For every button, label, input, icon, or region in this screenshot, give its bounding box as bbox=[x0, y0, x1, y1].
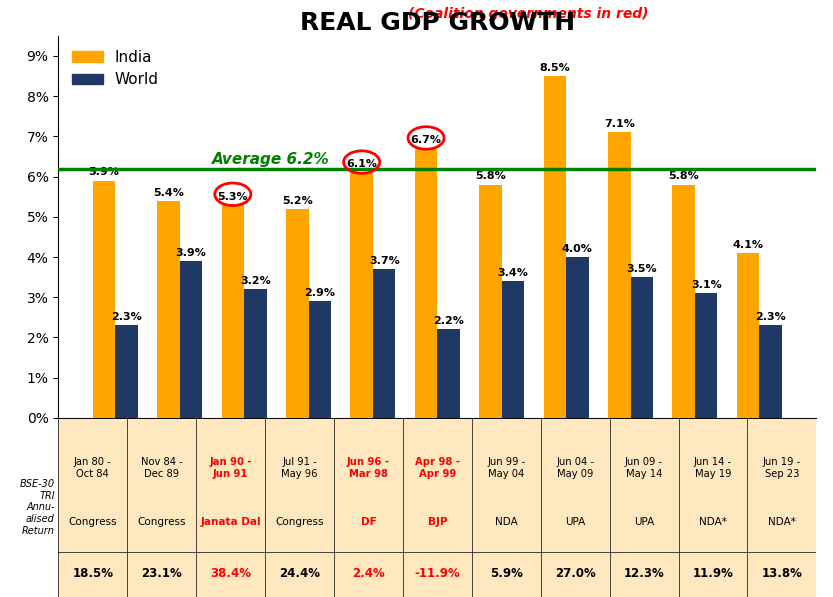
Text: 3.2%: 3.2% bbox=[240, 276, 271, 286]
Text: Nov 84 -
Dec 89: Nov 84 - Dec 89 bbox=[141, 457, 182, 479]
Text: BSE-30
TRI
Annu-
alised
Return: BSE-30 TRI Annu- alised Return bbox=[20, 479, 55, 536]
Bar bbox=[566, 257, 589, 418]
Bar bbox=[157, 201, 180, 418]
Text: Janata Dal: Janata Dal bbox=[200, 517, 261, 527]
Text: 5.2%: 5.2% bbox=[282, 196, 312, 205]
Text: DF: DF bbox=[361, 517, 377, 527]
Text: 5.4%: 5.4% bbox=[153, 187, 184, 198]
Text: Jul 91 -
May 96: Jul 91 - May 96 bbox=[282, 457, 317, 479]
Text: 5.9%: 5.9% bbox=[490, 567, 522, 580]
Text: 3.7%: 3.7% bbox=[369, 256, 400, 266]
Text: 8.5%: 8.5% bbox=[540, 63, 571, 73]
Bar bbox=[415, 149, 437, 418]
Text: Jun 09 -
May 14: Jun 09 - May 14 bbox=[625, 457, 663, 479]
Bar bbox=[672, 184, 695, 418]
Text: Jun 96 -
Mar 98: Jun 96 - Mar 98 bbox=[347, 457, 390, 479]
Bar bbox=[373, 269, 396, 418]
Bar bbox=[631, 277, 653, 418]
Text: 4.0%: 4.0% bbox=[562, 244, 593, 254]
Text: NDA: NDA bbox=[495, 517, 517, 527]
FancyBboxPatch shape bbox=[58, 418, 816, 597]
Text: NDA*: NDA* bbox=[768, 517, 796, 527]
Text: 4.1%: 4.1% bbox=[732, 240, 764, 250]
Bar bbox=[115, 325, 137, 418]
Text: 3.9%: 3.9% bbox=[176, 248, 207, 258]
Text: (Coalition governments in red): (Coalition governments in red) bbox=[408, 7, 649, 20]
Bar bbox=[608, 133, 631, 418]
Text: 5.9%: 5.9% bbox=[88, 167, 119, 177]
Text: 5.8%: 5.8% bbox=[475, 171, 506, 181]
Text: 5.8%: 5.8% bbox=[668, 171, 699, 181]
Text: 18.5%: 18.5% bbox=[72, 567, 113, 580]
Text: Jun 19 -
Sep 23: Jun 19 - Sep 23 bbox=[763, 457, 801, 479]
Bar bbox=[308, 301, 331, 418]
Text: 12.3%: 12.3% bbox=[624, 567, 665, 580]
Text: 3.1%: 3.1% bbox=[691, 280, 721, 290]
Legend: India, World: India, World bbox=[66, 44, 165, 93]
Text: NDA*: NDA* bbox=[699, 517, 727, 527]
Text: Congress: Congress bbox=[137, 517, 186, 527]
Text: Jun 04 -
May 09: Jun 04 - May 09 bbox=[556, 457, 594, 479]
Text: 2.3%: 2.3% bbox=[111, 312, 142, 322]
Text: 5.3%: 5.3% bbox=[217, 192, 248, 202]
Text: Jan 90 -
Jun 91: Jan 90 - Jun 91 bbox=[209, 457, 252, 479]
Text: UPA: UPA bbox=[565, 517, 586, 527]
Text: Jan 80 -
Oct 84: Jan 80 - Oct 84 bbox=[74, 457, 112, 479]
Bar bbox=[737, 253, 760, 418]
Text: Congress: Congress bbox=[68, 517, 117, 527]
Text: Jun 99 -
May 04: Jun 99 - May 04 bbox=[487, 457, 526, 479]
Bar bbox=[479, 184, 501, 418]
Text: BJP: BJP bbox=[427, 517, 447, 527]
Bar bbox=[92, 181, 115, 418]
Text: 11.9%: 11.9% bbox=[692, 567, 733, 580]
Text: Congress: Congress bbox=[275, 517, 324, 527]
Text: 2.9%: 2.9% bbox=[304, 288, 336, 298]
Bar bbox=[351, 173, 373, 418]
Bar bbox=[180, 261, 202, 418]
Text: 7.1%: 7.1% bbox=[604, 119, 635, 129]
Text: UPA: UPA bbox=[634, 517, 654, 527]
Text: 2.4%: 2.4% bbox=[352, 567, 385, 580]
Text: Average 6.2%: Average 6.2% bbox=[212, 152, 330, 167]
Text: 3.5%: 3.5% bbox=[626, 264, 657, 274]
Text: 24.4%: 24.4% bbox=[279, 567, 320, 580]
Bar bbox=[501, 281, 524, 418]
Text: Jun 14 -
May 19: Jun 14 - May 19 bbox=[694, 457, 732, 479]
Text: -11.9%: -11.9% bbox=[415, 567, 460, 580]
Text: 6.7%: 6.7% bbox=[411, 135, 441, 145]
Text: Apr 98 -
Apr 99: Apr 98 - Apr 99 bbox=[415, 457, 460, 479]
Bar bbox=[760, 325, 782, 418]
Text: 2.2%: 2.2% bbox=[433, 316, 464, 326]
Bar bbox=[244, 289, 267, 418]
Text: 6.1%: 6.1% bbox=[347, 159, 377, 170]
Bar bbox=[286, 209, 308, 418]
Text: 3.4%: 3.4% bbox=[497, 268, 528, 278]
Bar bbox=[544, 76, 566, 418]
Text: 38.4%: 38.4% bbox=[210, 567, 251, 580]
Text: 13.8%: 13.8% bbox=[761, 567, 802, 580]
Text: 27.0%: 27.0% bbox=[555, 567, 596, 580]
Bar bbox=[695, 293, 717, 418]
Title: REAL GDP GROWTH: REAL GDP GROWTH bbox=[300, 11, 575, 35]
Text: 23.1%: 23.1% bbox=[142, 567, 182, 580]
Bar bbox=[222, 205, 244, 418]
Bar bbox=[437, 330, 460, 418]
Text: 2.3%: 2.3% bbox=[756, 312, 786, 322]
